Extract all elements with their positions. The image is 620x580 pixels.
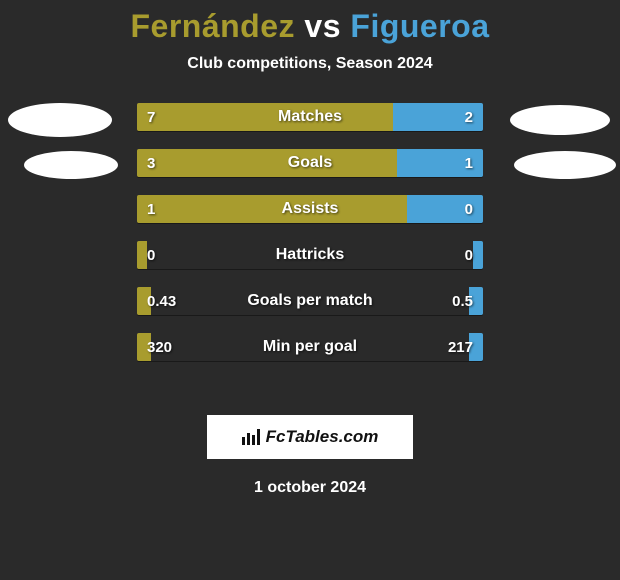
stat-bar-right	[473, 241, 483, 269]
stat-label: Hattricks	[137, 241, 483, 269]
player1-avatar-placeholder-2	[24, 151, 118, 179]
vs-text: vs	[304, 8, 341, 44]
stat-bar-left	[137, 103, 393, 131]
logo-text: FcTables.com	[266, 427, 379, 447]
stat-bar-left	[137, 149, 397, 177]
stat-value-right: 2	[465, 103, 473, 131]
stat-value-left: 3	[147, 149, 155, 177]
stat-value-left: 320	[147, 333, 172, 361]
stat-value-right: 0	[465, 195, 473, 223]
stat-row: 31Goals	[137, 149, 483, 177]
player2-name: Figueroa	[350, 8, 489, 44]
comparison-card: Fernández vs Figueroa Club competitions,…	[0, 0, 620, 497]
stat-value-right: 217	[448, 333, 473, 361]
page-title: Fernández vs Figueroa	[0, 8, 620, 45]
stat-value-right: 0	[465, 241, 473, 269]
subtitle: Club competitions, Season 2024	[0, 55, 620, 73]
date-text: 1 october 2024	[0, 479, 620, 497]
stat-row: 72Matches	[137, 103, 483, 131]
stat-value-left: 1	[147, 195, 155, 223]
stat-row: 10Assists	[137, 195, 483, 223]
stat-value-left: 0	[147, 241, 155, 269]
stat-bars: 72Matches31Goals10Assists00Hattricks0.43…	[137, 103, 483, 379]
stat-row: 320 217Min per goal	[137, 333, 483, 361]
bars-chart-icon	[242, 429, 260, 445]
player2-avatar-placeholder-1	[510, 105, 610, 135]
stat-value-left: 7	[147, 103, 155, 131]
stat-row: 0.43 0.5Goals per match	[137, 287, 483, 315]
player2-avatar-placeholder-2	[514, 151, 616, 179]
stat-value-left: 0.43	[147, 287, 176, 315]
fctables-logo: FcTables.com	[207, 415, 413, 459]
chart-area: 72Matches31Goals10Assists00Hattricks0.43…	[0, 103, 620, 403]
stat-row: 0 0Hattricks	[137, 241, 483, 269]
stat-bar-left	[137, 241, 147, 269]
stat-label: Goals per match	[137, 287, 483, 315]
stat-value-right: 0.5	[452, 287, 473, 315]
stat-label: Min per goal	[137, 333, 483, 361]
player1-avatar-placeholder-1	[8, 103, 112, 137]
player1-name: Fernández	[130, 8, 295, 44]
stat-value-right: 1	[465, 149, 473, 177]
stat-bar-left	[137, 195, 407, 223]
